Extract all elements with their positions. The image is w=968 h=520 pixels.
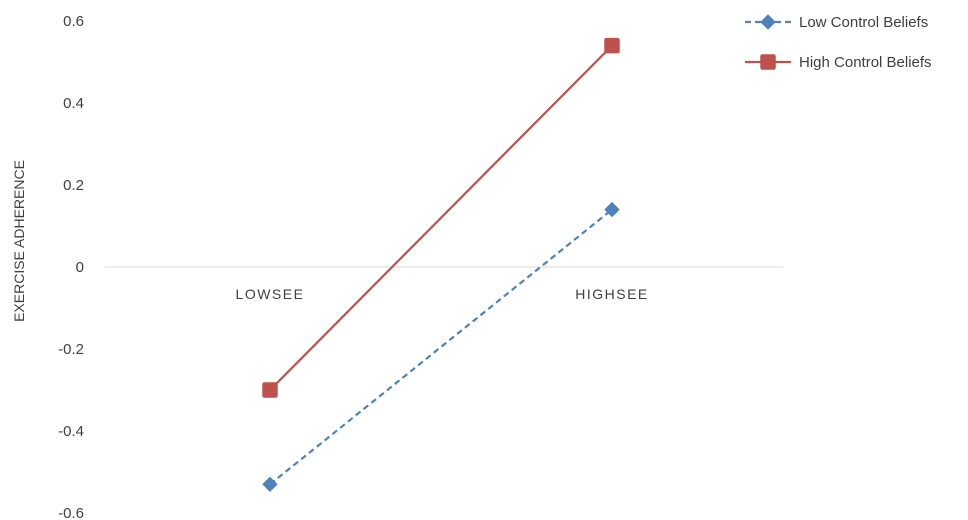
data-point — [262, 476, 278, 493]
y-tick-label: -0.4 — [58, 423, 84, 440]
series-line — [269, 208, 613, 486]
y-tick-label: 0.6 — [63, 13, 84, 30]
category-labels: LOWSEE HIGHSEE — [236, 286, 649, 302]
legend-label: Low Control Beliefs — [799, 14, 928, 31]
data-point — [262, 382, 278, 398]
y-tick-label: 0.4 — [63, 95, 84, 112]
y-tick-label: 0.2 — [63, 177, 84, 194]
legend-marker — [760, 54, 776, 70]
series-low-control-beliefs — [262, 201, 620, 493]
series-high-control-beliefs — [262, 37, 620, 398]
data-point — [604, 201, 620, 218]
category-label: HIGHSEE — [575, 286, 649, 302]
y-tick-label: -0.6 — [58, 505, 84, 520]
data-point — [604, 37, 620, 54]
legend-label: High Control Beliefs — [799, 54, 932, 71]
category-label: LOWSEE — [236, 286, 305, 302]
y-axis-title: EXERCISE ADHERENCE — [11, 160, 27, 322]
y-tick-labels: 0.6 0.4 0.2 0 -0.2 -0.4 -0.6 — [58, 13, 84, 520]
legend-marker — [760, 14, 776, 30]
y-tick-label: 0 — [76, 259, 84, 276]
legend: Low Control Beliefs High Control Beliefs — [745, 14, 932, 71]
series-line — [269, 44, 613, 391]
y-tick-label: -0.2 — [58, 341, 84, 358]
series-layer — [262, 37, 620, 493]
legend-item: High Control Beliefs — [745, 54, 932, 71]
legend-item: Low Control Beliefs — [745, 14, 928, 31]
y-axis-title-group: EXERCISE ADHERENCE — [11, 160, 27, 322]
